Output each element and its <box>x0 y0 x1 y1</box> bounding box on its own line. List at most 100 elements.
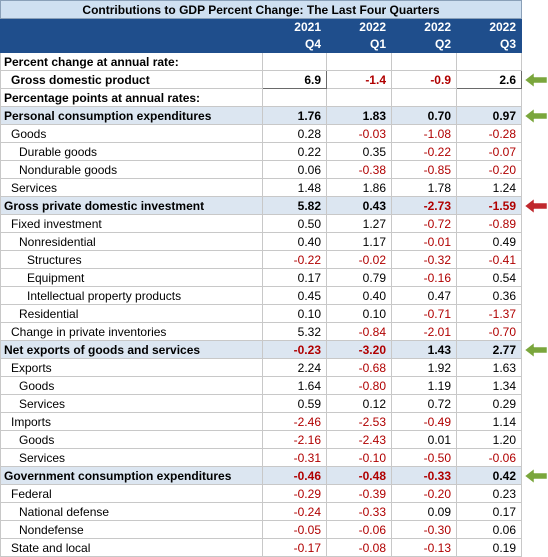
table-body: Percent change at annual rate: Gross dome… <box>0 52 523 557</box>
green-arrow-icon <box>524 107 548 124</box>
table-row: Goods -2.16 -2.43 0.01 1.20 <box>0 430 523 449</box>
table-title: Contributions to GDP Percent Change: The… <box>0 0 523 19</box>
header-quarter: Q3 <box>455 35 523 53</box>
value-cell: -0.30 <box>391 520 457 539</box>
value-cell: -0.02 <box>326 250 392 269</box>
row-label: Goods <box>0 124 263 143</box>
table-row: Gross domestic product 6.9 -1.4 -0.9 2.6 <box>0 70 523 89</box>
value-cell: -0.33 <box>326 502 392 521</box>
value-cell: 0.23 <box>455 484 523 503</box>
row-label: Government consumption expenditures <box>0 466 263 485</box>
value-cell: 0.43 <box>326 196 392 215</box>
table-row: Goods 0.28 -0.03 -1.08 -0.28 <box>0 124 523 143</box>
value-cell: -0.46 <box>262 466 327 485</box>
table-title-row: Contributions to GDP Percent Change: The… <box>0 0 523 19</box>
value-cell: -0.48 <box>326 466 392 485</box>
value-cell: 1.19 <box>391 376 457 395</box>
value-cell: 0.50 <box>262 214 327 233</box>
table-row: Personal consumption expenditures 1.76 1.8… <box>0 106 523 125</box>
value-cell: 0.22 <box>262 142 327 161</box>
row-label: Services <box>0 394 263 413</box>
value-cell: 0.17 <box>262 268 327 287</box>
table-row: Imports -2.46 -2.53 -0.49 1.14 <box>0 412 523 431</box>
value-cell: 1.17 <box>326 232 392 251</box>
row-label: Equipment <box>0 268 263 287</box>
value-cell: -0.08 <box>326 538 392 557</box>
value-cell: -2.73 <box>391 196 457 215</box>
value-cell: -0.17 <box>262 538 327 557</box>
table-row: Nondefense -0.05 -0.06 -0.30 0.06 <box>0 520 523 539</box>
value-cell: -0.72 <box>391 214 457 233</box>
value-cell: 0.70 <box>391 106 457 125</box>
value-cell: -0.16 <box>391 268 457 287</box>
value-cell: 0.97 <box>455 106 523 125</box>
row-label: National defense <box>0 502 263 521</box>
value-cell: 0.12 <box>326 394 392 413</box>
value-cell <box>326 88 392 107</box>
value-cell: -0.03 <box>326 124 392 143</box>
row-label: Gross domestic product <box>0 70 263 89</box>
value-cell: -0.05 <box>262 520 327 539</box>
value-cell: -2.53 <box>326 412 392 431</box>
value-cell: -2.16 <box>262 430 327 449</box>
value-cell <box>455 88 523 107</box>
table-row: Services 1.48 1.86 1.78 1.24 <box>0 178 523 197</box>
header-blank <box>0 18 263 36</box>
value-cell: -0.39 <box>326 484 392 503</box>
green-arrow-icon <box>524 467 548 484</box>
value-cell: -0.20 <box>455 160 523 179</box>
value-cell: 1.64 <box>262 376 327 395</box>
row-label: Residential <box>0 304 263 323</box>
value-cell: 0.29 <box>455 394 523 413</box>
value-cell: -0.22 <box>391 142 457 161</box>
header-quarter: Q4 <box>262 35 327 53</box>
value-cell: -3.20 <box>326 340 392 359</box>
value-cell: 1.86 <box>326 178 392 197</box>
value-cell: 2.6 <box>455 70 523 89</box>
value-cell: 5.82 <box>262 196 327 215</box>
table-row: National defense -0.24 -0.33 0.09 0.17 <box>0 502 523 521</box>
table-row: Services 0.59 0.12 0.72 0.29 <box>0 394 523 413</box>
value-cell: -0.33 <box>391 466 457 485</box>
value-cell: 0.42 <box>455 466 523 485</box>
value-cell: 1.14 <box>455 412 523 431</box>
value-cell: -0.71 <box>391 304 457 323</box>
value-cell: -2.46 <box>262 412 327 431</box>
row-label: Intellectual property products <box>0 286 263 305</box>
value-cell: 0.79 <box>326 268 392 287</box>
value-cell: -0.38 <box>326 160 392 179</box>
table-row: Fixed investment 0.50 1.27 -0.72 -0.89 <box>0 214 523 233</box>
value-cell: 1.78 <box>391 178 457 197</box>
value-cell: -0.10 <box>326 448 392 467</box>
table-row: State and local -0.17 -0.08 -0.13 0.19 <box>0 538 523 557</box>
header-year: 2022 <box>326 18 392 36</box>
value-cell: 0.35 <box>326 142 392 161</box>
row-label: Exports <box>0 358 263 377</box>
value-cell: 1.20 <box>455 430 523 449</box>
value-cell: 0.45 <box>262 286 327 305</box>
header-year: 2022 <box>391 18 457 36</box>
value-cell: 0.01 <box>391 430 457 449</box>
value-cell: 1.48 <box>262 178 327 197</box>
value-cell: 0.06 <box>455 520 523 539</box>
red-arrow-icon <box>524 197 548 214</box>
value-cell: 0.10 <box>262 304 327 323</box>
table-row: Government consumption expenditures -0.46… <box>0 466 523 485</box>
value-cell: -0.06 <box>455 448 523 467</box>
table-row: Federal -0.29 -0.39 -0.20 0.23 <box>0 484 523 503</box>
value-cell: 0.49 <box>455 232 523 251</box>
value-cell: 1.24 <box>455 178 523 197</box>
header-year: 2021 <box>262 18 327 36</box>
table-row: Intellectual property products 0.45 0.40 0.… <box>0 286 523 305</box>
value-cell: 0.47 <box>391 286 457 305</box>
value-cell <box>262 52 327 71</box>
value-cell: -2.43 <box>326 430 392 449</box>
value-cell: -0.41 <box>455 250 523 269</box>
value-cell: 1.43 <box>391 340 457 359</box>
row-label: Imports <box>0 412 263 431</box>
value-cell: -0.23 <box>262 340 327 359</box>
value-cell <box>391 52 457 71</box>
table-row: Gross private domestic investment 5.82 0.4… <box>0 196 523 215</box>
value-cell: -0.80 <box>326 376 392 395</box>
value-cell: -0.13 <box>391 538 457 557</box>
